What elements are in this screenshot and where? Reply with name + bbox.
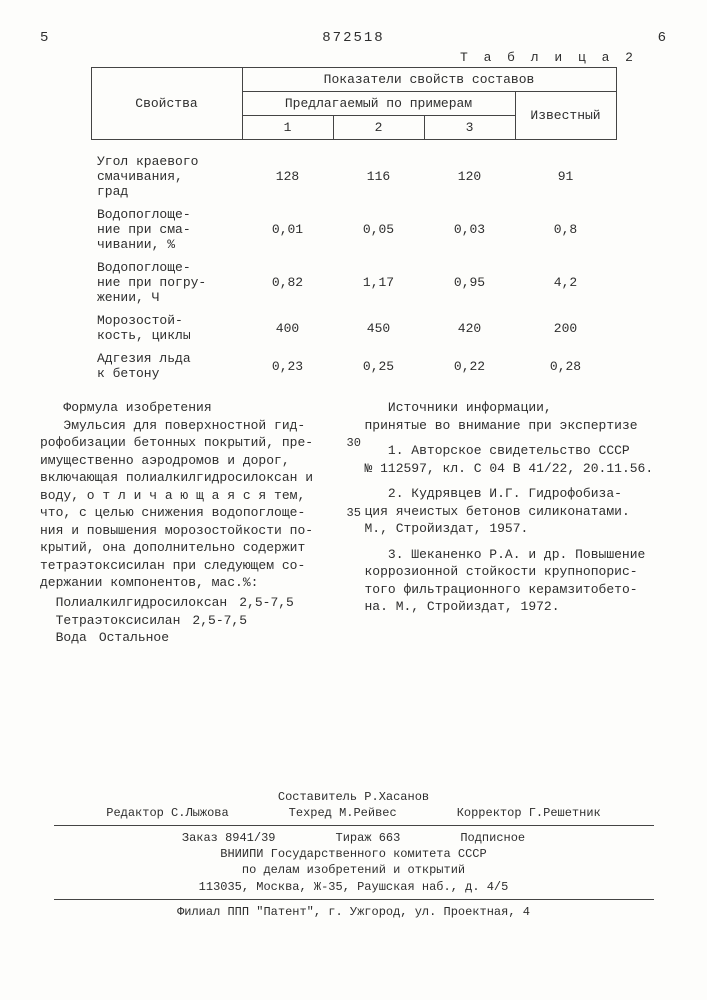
component-name: Вода bbox=[56, 629, 99, 647]
value-cell: 4,2 bbox=[515, 256, 616, 309]
value-cell: 400 bbox=[242, 309, 333, 347]
table-caption: Т а б л и ц а 2 bbox=[40, 50, 637, 65]
col-header-2: 2 bbox=[333, 116, 424, 140]
formula-body: Эмульсия для поверхностной гид- рофобиза… bbox=[40, 417, 343, 592]
component-row: ВодаОстальное bbox=[56, 629, 343, 647]
value-cell: 0,82 bbox=[242, 256, 333, 309]
properties-table: Свойства Показатели свойств составов Пре… bbox=[91, 67, 617, 385]
value-cell: 120 bbox=[424, 140, 515, 204]
property-name-cell: Водопоглоще- ние при сма- чивании, % bbox=[91, 203, 242, 256]
footer-subscribe: Подписное bbox=[460, 830, 525, 846]
col-header-3: 3 bbox=[424, 116, 515, 140]
value-cell: 0,25 bbox=[333, 347, 424, 385]
value-cell: 0,8 bbox=[515, 203, 616, 256]
value-cell: 0,05 bbox=[333, 203, 424, 256]
col-header-indicators: Показатели свойств составов bbox=[242, 68, 616, 92]
footer-addr: 113035, Москва, Ж-35, Раушская наб., д. … bbox=[0, 879, 707, 895]
col-header-properties: Свойства bbox=[91, 68, 242, 140]
value-cell: 420 bbox=[424, 309, 515, 347]
right-text-column: 30 35 Источники информации, принятые во … bbox=[365, 399, 668, 647]
value-cell: 116 bbox=[333, 140, 424, 204]
value-cell: 450 bbox=[333, 309, 424, 347]
property-name-cell: Адгезия льда к бетону bbox=[91, 347, 242, 385]
component-name: Тетраэтоксисилан bbox=[56, 612, 193, 630]
property-name-cell: Угол краевого смачивания, град bbox=[91, 140, 242, 204]
footer-corrector: Корректор Г.Решетник bbox=[457, 805, 601, 821]
line-marker-35: 35 bbox=[347, 505, 361, 521]
column-number-left: 5 bbox=[40, 30, 49, 46]
value-cell: 91 bbox=[515, 140, 616, 204]
value-cell: 0,22 bbox=[424, 347, 515, 385]
footer-tirage: Тираж 663 bbox=[336, 830, 401, 846]
source-item: 1. Авторское свидетельство СССР № 112597… bbox=[365, 442, 668, 477]
property-name-cell: Морозостой- кость, циклы bbox=[91, 309, 242, 347]
component-name: Полиалкилгидросилоксан bbox=[56, 594, 240, 612]
value-cell: 0,01 bbox=[242, 203, 333, 256]
footer-org1: ВНИИПИ Государственного комитета СССР bbox=[0, 846, 707, 862]
formula-heading: Формула изобретения bbox=[40, 399, 343, 417]
column-number-right: 6 bbox=[658, 30, 667, 46]
footer-techred: Техред М.Рейвес bbox=[289, 805, 397, 821]
footer-org2: по делам изобретений и открытий bbox=[0, 862, 707, 878]
table-row: Водопоглоще- ние при сма- чивании, %0,01… bbox=[91, 203, 616, 256]
value-cell: 0,95 bbox=[424, 256, 515, 309]
value-cell: 0,23 bbox=[242, 347, 333, 385]
component-value: 2,5-7,5 bbox=[239, 594, 294, 612]
value-cell: 200 bbox=[515, 309, 616, 347]
components-list: Полиалкилгидросилоксан2,5-7,5Тетраэтокси… bbox=[56, 594, 343, 647]
footer-order: Заказ 8941/39 bbox=[182, 830, 276, 846]
left-text-column: Формула изобретения Эмульсия для поверхн… bbox=[40, 399, 343, 647]
patent-number: 872518 bbox=[322, 30, 384, 46]
document-footer: Составитель Р.Хасанов Редактор С.Лыжова … bbox=[0, 789, 707, 920]
component-row: Полиалкилгидросилоксан2,5-7,5 bbox=[56, 594, 343, 612]
line-marker-30: 30 bbox=[347, 435, 361, 451]
footer-editor: Редактор С.Лыжова bbox=[106, 805, 228, 821]
sources-heading: Источники информации, принятые во вниман… bbox=[365, 399, 668, 434]
col-header-1: 1 bbox=[242, 116, 333, 140]
property-name-cell: Водопоглоще- ние при погру- жении, Ч bbox=[91, 256, 242, 309]
table-row: Водопоглоще- ние при погру- жении, Ч0,82… bbox=[91, 256, 616, 309]
table-row: Адгезия льда к бетону0,230,250,220,28 bbox=[91, 347, 616, 385]
table-row: Угол краевого смачивания, град1281161209… bbox=[91, 140, 616, 204]
sources-list: 1. Авторское свидетельство СССР № 112597… bbox=[365, 442, 668, 616]
source-item: 2. Кудрявцев И.Г. Гидрофобиза- ция ячеис… bbox=[365, 485, 668, 538]
value-cell: 128 bbox=[242, 140, 333, 204]
source-item: 3. Шеканенко Р.А. и др. Повышение корроз… bbox=[365, 546, 668, 616]
component-row: Тетраэтоксисилан2,5-7,5 bbox=[56, 612, 343, 630]
table-row: Морозостой- кость, циклы400450420200 bbox=[91, 309, 616, 347]
footer-branch: Филиал ППП "Патент", г. Ужгород, ул. Про… bbox=[0, 904, 707, 920]
value-cell: 0,28 bbox=[515, 347, 616, 385]
value-cell: 0,03 bbox=[424, 203, 515, 256]
col-header-proposed: Предлагаемый по примерам bbox=[242, 92, 515, 116]
col-header-known: Известный bbox=[515, 92, 616, 140]
component-value: Остальное bbox=[99, 629, 169, 647]
component-value: 2,5-7,5 bbox=[192, 612, 247, 630]
footer-compiler: Составитель Р.Хасанов bbox=[0, 789, 707, 805]
value-cell: 1,17 bbox=[333, 256, 424, 309]
